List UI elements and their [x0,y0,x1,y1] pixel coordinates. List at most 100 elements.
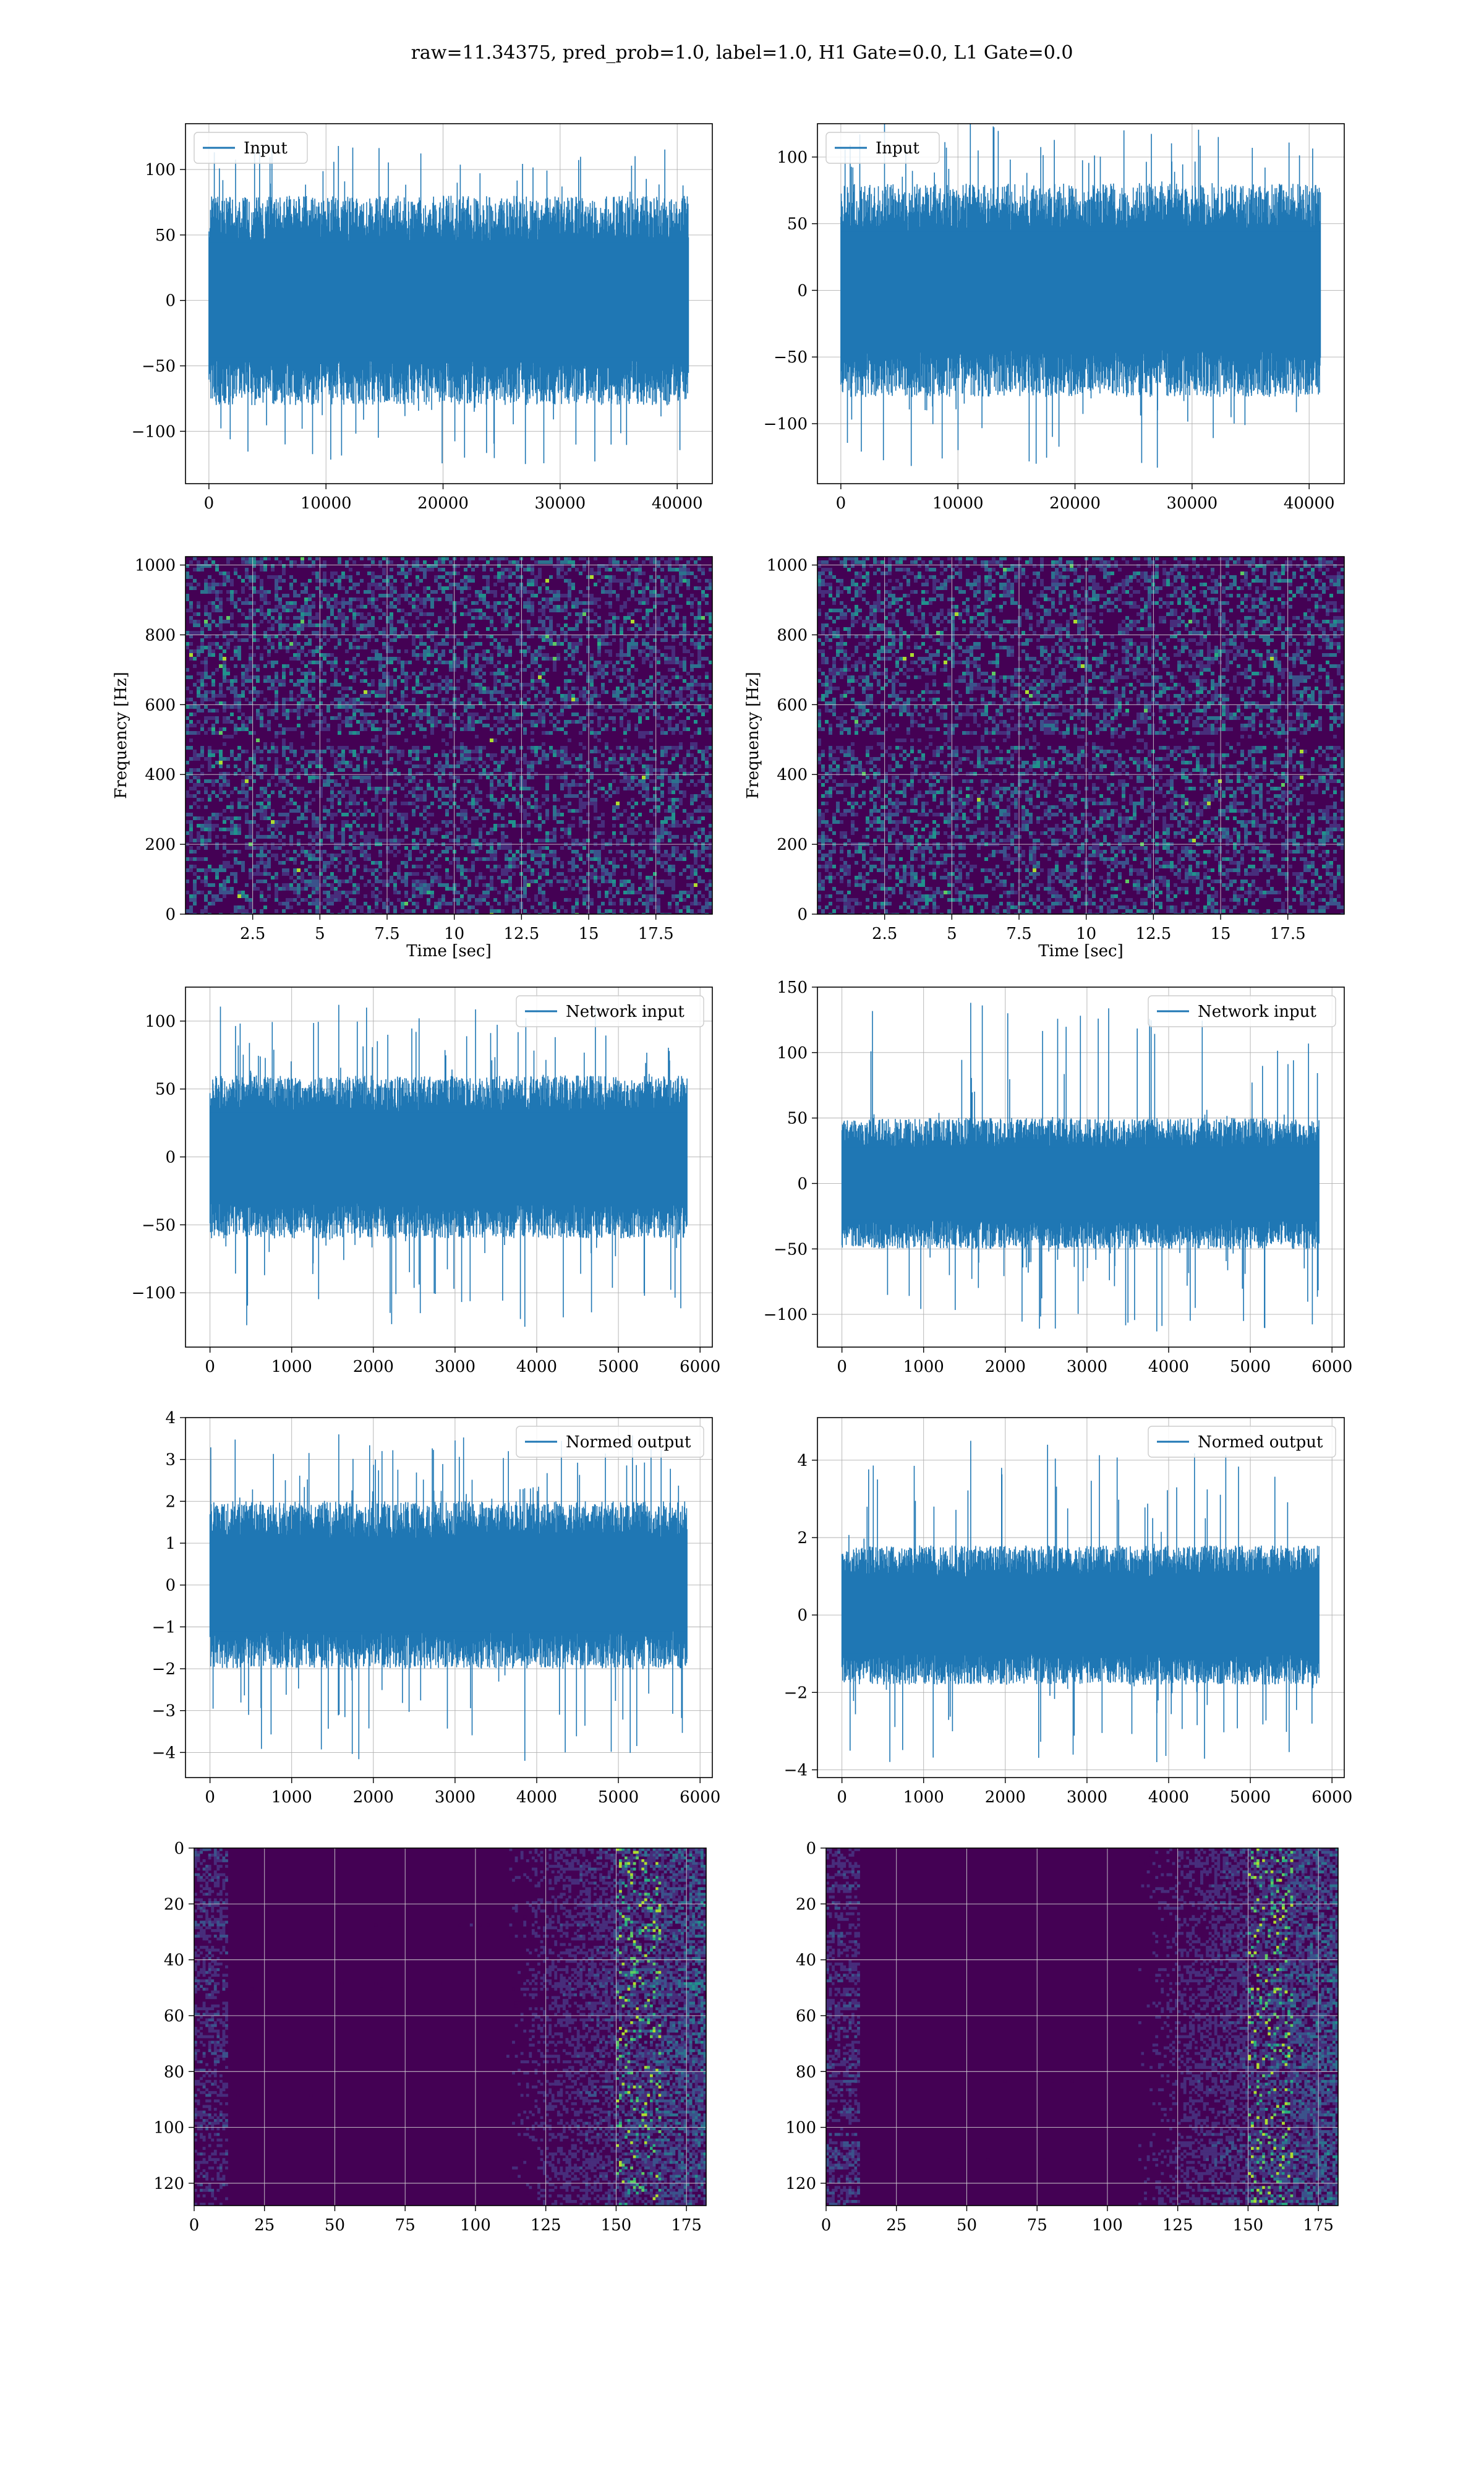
l1-spectrogram-frame [817,556,1345,915]
h1-network-input-ytick-label: −50 [142,1216,176,1235]
h1-spectrogram-frame [185,556,713,915]
h1-normed-output-xtick-label: 5000 [598,1788,639,1807]
h1-network-input-xtick-label: 2000 [353,1358,394,1376]
h1-activations-ytick-label: 20 [164,1895,184,1914]
h1-normed-output-ytick-label: −3 [152,1702,176,1721]
h1-activations-xtick-label: 75 [395,2216,416,2235]
l1-input-xtick-label: 10000 [932,494,984,513]
l1-normed-output-xtick-label: 1000 [903,1788,944,1807]
h1-normed-output-frame [185,1417,713,1778]
h1-input-xtick-label: 20000 [417,494,469,513]
h1-spectrogram-panel: 2.5 5 7.5 10 12.5 15 17.5 0 200 400 600 800 1000 Time… [112,556,713,961]
h1-input-ytick-label: −100 [132,422,176,441]
l1-normed-output-trace-core [842,1577,1320,1654]
l1-network-input-ytick-label: 50 [787,1110,808,1128]
h1-activations-xtick-label: 150 [601,2216,632,2235]
l1-spectrogram-grid [817,557,1344,915]
l1-normed-output-ytick-label: −2 [784,1684,808,1702]
h1-normed-output-xtick-label: 3000 [435,1788,475,1807]
h1-network-input-ytick-label: 50 [155,1081,176,1099]
h1-network-input-xtick-label: 5000 [598,1358,639,1376]
l1-input-ytick-label: −50 [774,348,808,367]
l1-activations-xtick-label: 75 [1027,2216,1047,2235]
l1-spectrogram-ytick-label: 600 [777,696,808,714]
l1-normed-output-ytick-label: 4 [797,1452,808,1470]
l1-input-ytick-label: 0 [797,281,808,300]
h1-activations-ytick-label: 0 [174,1839,184,1858]
l1-activations-panel: 0 25 50 75 100 125 150 175 0 20 40 60 80 100 120 [785,1839,1339,2235]
h1-normed-output-panel: 0 1000 2000 3000 4000 5000 6000 −4 −3 −2 −1 0 1 2 3 4 No… [152,1409,721,1807]
l1-spectrogram-xtick-label: 12.5 [1135,925,1171,943]
l1-spectrogram-xtick-label: 10 [1076,925,1096,943]
h1-normed-output-xtick-label: 0 [205,1788,215,1807]
l1-normed-output-xtick-label: 5000 [1230,1788,1271,1807]
h1-input-xtick-label: 10000 [301,494,352,513]
l1-input-legend-box [825,132,940,164]
h1-network-input-xtick-label: 3000 [435,1358,475,1376]
l1-normed-output-ytick-label: 0 [797,1606,808,1625]
l1-network-input-ytick-label: 0 [797,1175,808,1193]
l1-network-input-xtick-label: 6000 [1311,1358,1352,1376]
l1-network-input-xtick-label: 1000 [903,1358,944,1376]
l1-normed-output-xtick-label: 4000 [1148,1788,1189,1807]
l1-spectrogram-ytick-label: 400 [777,766,808,784]
h1-input-legend-box [194,132,308,164]
h1-spectrogram-xtick-label: 5 [315,925,325,943]
l1-input-xtick-label: 0 [836,494,846,513]
l1-spectrogram-ytick-label: 0 [797,905,808,924]
l1-network-input-xtick-label: 3000 [1067,1358,1107,1376]
h1-activations-xtick-label: 0 [189,2216,200,2235]
l1-spectrogram-xtick-label: 5 [947,925,957,943]
l1-network-input-ytick-label: 100 [777,1044,808,1063]
l1-spectrogram-ytick-label: 1000 [767,557,808,575]
h1-normed-output-ytick-label: 2 [165,1492,176,1511]
l1-normed-output-panel: 0 1000 2000 3000 4000 5000 6000 −4 −2 0 2 4 Normed o… [784,1417,1352,1807]
h1-normed-output-xtick-label: 4000 [516,1788,557,1807]
h1-normed-output-ytick-label: 0 [165,1577,176,1595]
h1-normed-output-legend: Normed output [516,1426,704,1458]
h1-input-legend-label: Input [244,139,288,158]
h1-normed-output-xtick-label: 1000 [271,1788,312,1807]
l1-input-xtick-label: 20000 [1049,494,1101,513]
l1-normed-output-legend-label: Normed output [1198,1433,1323,1452]
l1-normed-output-frame [817,1417,1345,1778]
l1-network-input-legend: Network input [1148,995,1336,1027]
l1-activations-frame [825,1847,1339,2206]
h1-activations-frame [194,1847,707,2206]
l1-normed-output-ytick-label: −4 [784,1761,808,1779]
h1-spectrogram-ytick-label: 0 [165,905,176,924]
h1-activations-ytick-label: 40 [164,1951,184,1970]
l1-activations-xtick-label: 0 [821,2216,832,2235]
h1-network-input-ytick-label: 100 [145,1012,176,1031]
l1-activations-ytick-label: 40 [796,1951,816,1970]
l1-activations-xtick-label: 125 [1162,2216,1193,2235]
l1-network-input-xtick-label: 5000 [1230,1358,1271,1376]
h1-input-xtick-label: 40000 [652,494,703,513]
l1-spectrogram-ylabel: Frequency [Hz] [744,672,762,799]
l1-network-input-panel: 0 1000 2000 3000 4000 5000 6000 −100 −50 0 50 100 15… [764,978,1353,1376]
l1-input-panel: 0 10000 20000 30000 40000 −100 −50 0 50 100 Input [764,123,1345,513]
h1-activations-ytick-label: 120 [153,2175,184,2193]
l1-input-legend: Input [825,132,940,164]
l1-normed-output-legend-box [1148,1426,1336,1458]
h1-normed-output-ytick-label: −2 [152,1660,176,1679]
l1-network-input-ytick-label: −50 [774,1240,808,1259]
h1-activations-xtick-label: 50 [325,2216,345,2235]
h1-input-frame [185,123,713,484]
h1-activations-panel: 0 25 50 75 100 125 150 175 0 20 40 60 80 100 120 [153,1839,707,2235]
l1-activations-xtick-label: 25 [886,2216,906,2235]
l1-normed-output-xtick-label: 3000 [1067,1788,1107,1807]
h1-input-legend: Input [194,132,308,164]
h1-network-input-xtick-label: 0 [205,1358,215,1376]
l1-activations-xtick-label: 50 [957,2216,977,2235]
l1-network-input-ytick-label: 150 [777,978,808,997]
h1-input-ytick-label: 50 [155,226,176,245]
h1-network-input-legend: Network input [516,995,704,1027]
h1-normed-output-legend-label: Normed output [566,1433,691,1452]
l1-normed-output-xtick-label: 6000 [1311,1788,1352,1807]
h1-spectrogram-ylabel: Frequency [Hz] [112,672,130,799]
l1-network-input-xtick-label: 4000 [1148,1358,1189,1376]
h1-activations-xtick-label: 175 [671,2216,702,2235]
h1-spectrogram-xtick-label: 10 [444,925,464,943]
